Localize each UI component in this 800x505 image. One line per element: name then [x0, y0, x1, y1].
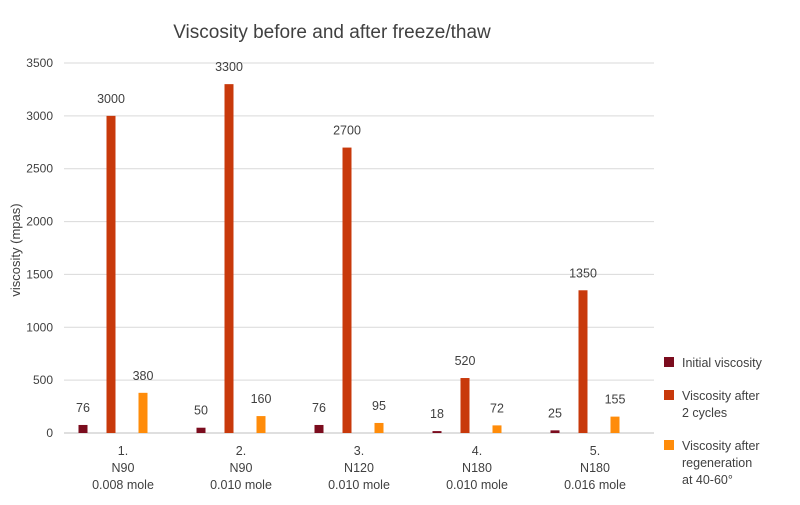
legend-label: 2 cycles: [682, 406, 727, 420]
data-label: 155: [605, 393, 626, 407]
x-category-label: 3.: [354, 444, 364, 458]
data-label: 18: [430, 407, 444, 421]
bar: [492, 425, 502, 433]
data-label: 3300: [215, 60, 243, 74]
y-tick-label: 500: [33, 373, 53, 387]
y-axis-ticks: 0 500 1000 1500 2000 2500 3000 3500: [26, 56, 53, 440]
legend-label: at 40-60°: [682, 473, 733, 487]
bar: [342, 147, 352, 434]
x-category-label: N180: [580, 461, 610, 475]
bar: [610, 416, 620, 433]
chart-title: Viscosity before and after freeze/thaw: [173, 22, 491, 43]
bar: [550, 430, 560, 433]
y-tick-label: 1500: [26, 267, 53, 281]
y-tick-label: 2000: [26, 215, 53, 229]
data-label: 1350: [569, 266, 597, 280]
bar: [138, 392, 148, 433]
x-category-label: 4.: [472, 444, 482, 458]
x-category-label: 0.010 mole: [328, 478, 390, 492]
y-tick-label: 1000: [26, 320, 53, 334]
y-tick-label: 2500: [26, 162, 53, 176]
legend-swatch: [664, 440, 674, 450]
x-category-label: N120: [344, 461, 374, 475]
bar: [578, 290, 588, 433]
bar: [374, 422, 384, 433]
data-label: 76: [312, 401, 326, 415]
x-axis-categories: 1. N90 0.008 mole 2. N90 0.010 mole 3. N120 0.01…: [92, 444, 626, 492]
x-category-label: N90: [230, 461, 253, 475]
data-label: 520: [455, 354, 476, 368]
x-category-label: 0.010 mole: [446, 478, 508, 492]
x-category-label: 2.: [236, 444, 246, 458]
legend-swatch: [664, 357, 674, 367]
x-category-label: N90: [112, 461, 135, 475]
data-label: 2700: [333, 124, 361, 138]
bar: [78, 424, 88, 433]
legend-label: Viscosity after: [682, 389, 760, 403]
legend-label: regeneration: [682, 456, 752, 470]
x-category-label: N180: [462, 461, 492, 475]
data-label: 380: [133, 369, 154, 383]
data-labels: 76 50 76 18 25 3000 3300 2700 520 1350 380 160 95 72 1…: [76, 60, 625, 421]
legend: Initial viscosity Viscosity after 2 cycles…: [664, 356, 763, 487]
data-label: 50: [194, 404, 208, 418]
y-axis-label: viscosity (mpas): [8, 203, 23, 296]
bars: [78, 84, 620, 434]
data-label: 76: [76, 401, 90, 415]
bar: [460, 378, 470, 433]
bar: [314, 424, 324, 433]
x-category-label: 0.010 mole: [210, 478, 272, 492]
data-label: 25: [548, 406, 562, 420]
data-label: 3000: [97, 92, 125, 106]
y-tick-label: 3500: [26, 56, 53, 70]
bar: [256, 416, 266, 433]
gridlines: [64, 62, 654, 434]
x-category-label: 5.: [590, 444, 600, 458]
legend-label: Initial viscosity: [682, 356, 763, 370]
x-category-label: 1.: [118, 444, 128, 458]
data-label: 72: [490, 401, 504, 415]
bar: [224, 84, 234, 434]
data-label: 95: [372, 399, 386, 413]
legend-swatch: [664, 390, 674, 400]
y-tick-label: 3000: [26, 109, 53, 123]
data-label: 160: [251, 392, 272, 406]
x-category-label: 0.016 mole: [564, 478, 626, 492]
bar: [106, 115, 116, 433]
bar: [196, 427, 206, 433]
legend-label: Viscosity after: [682, 439, 760, 453]
x-category-label: 0.008 mole: [92, 478, 154, 492]
y-tick-label: 0: [46, 426, 53, 440]
bar: [432, 431, 442, 433]
